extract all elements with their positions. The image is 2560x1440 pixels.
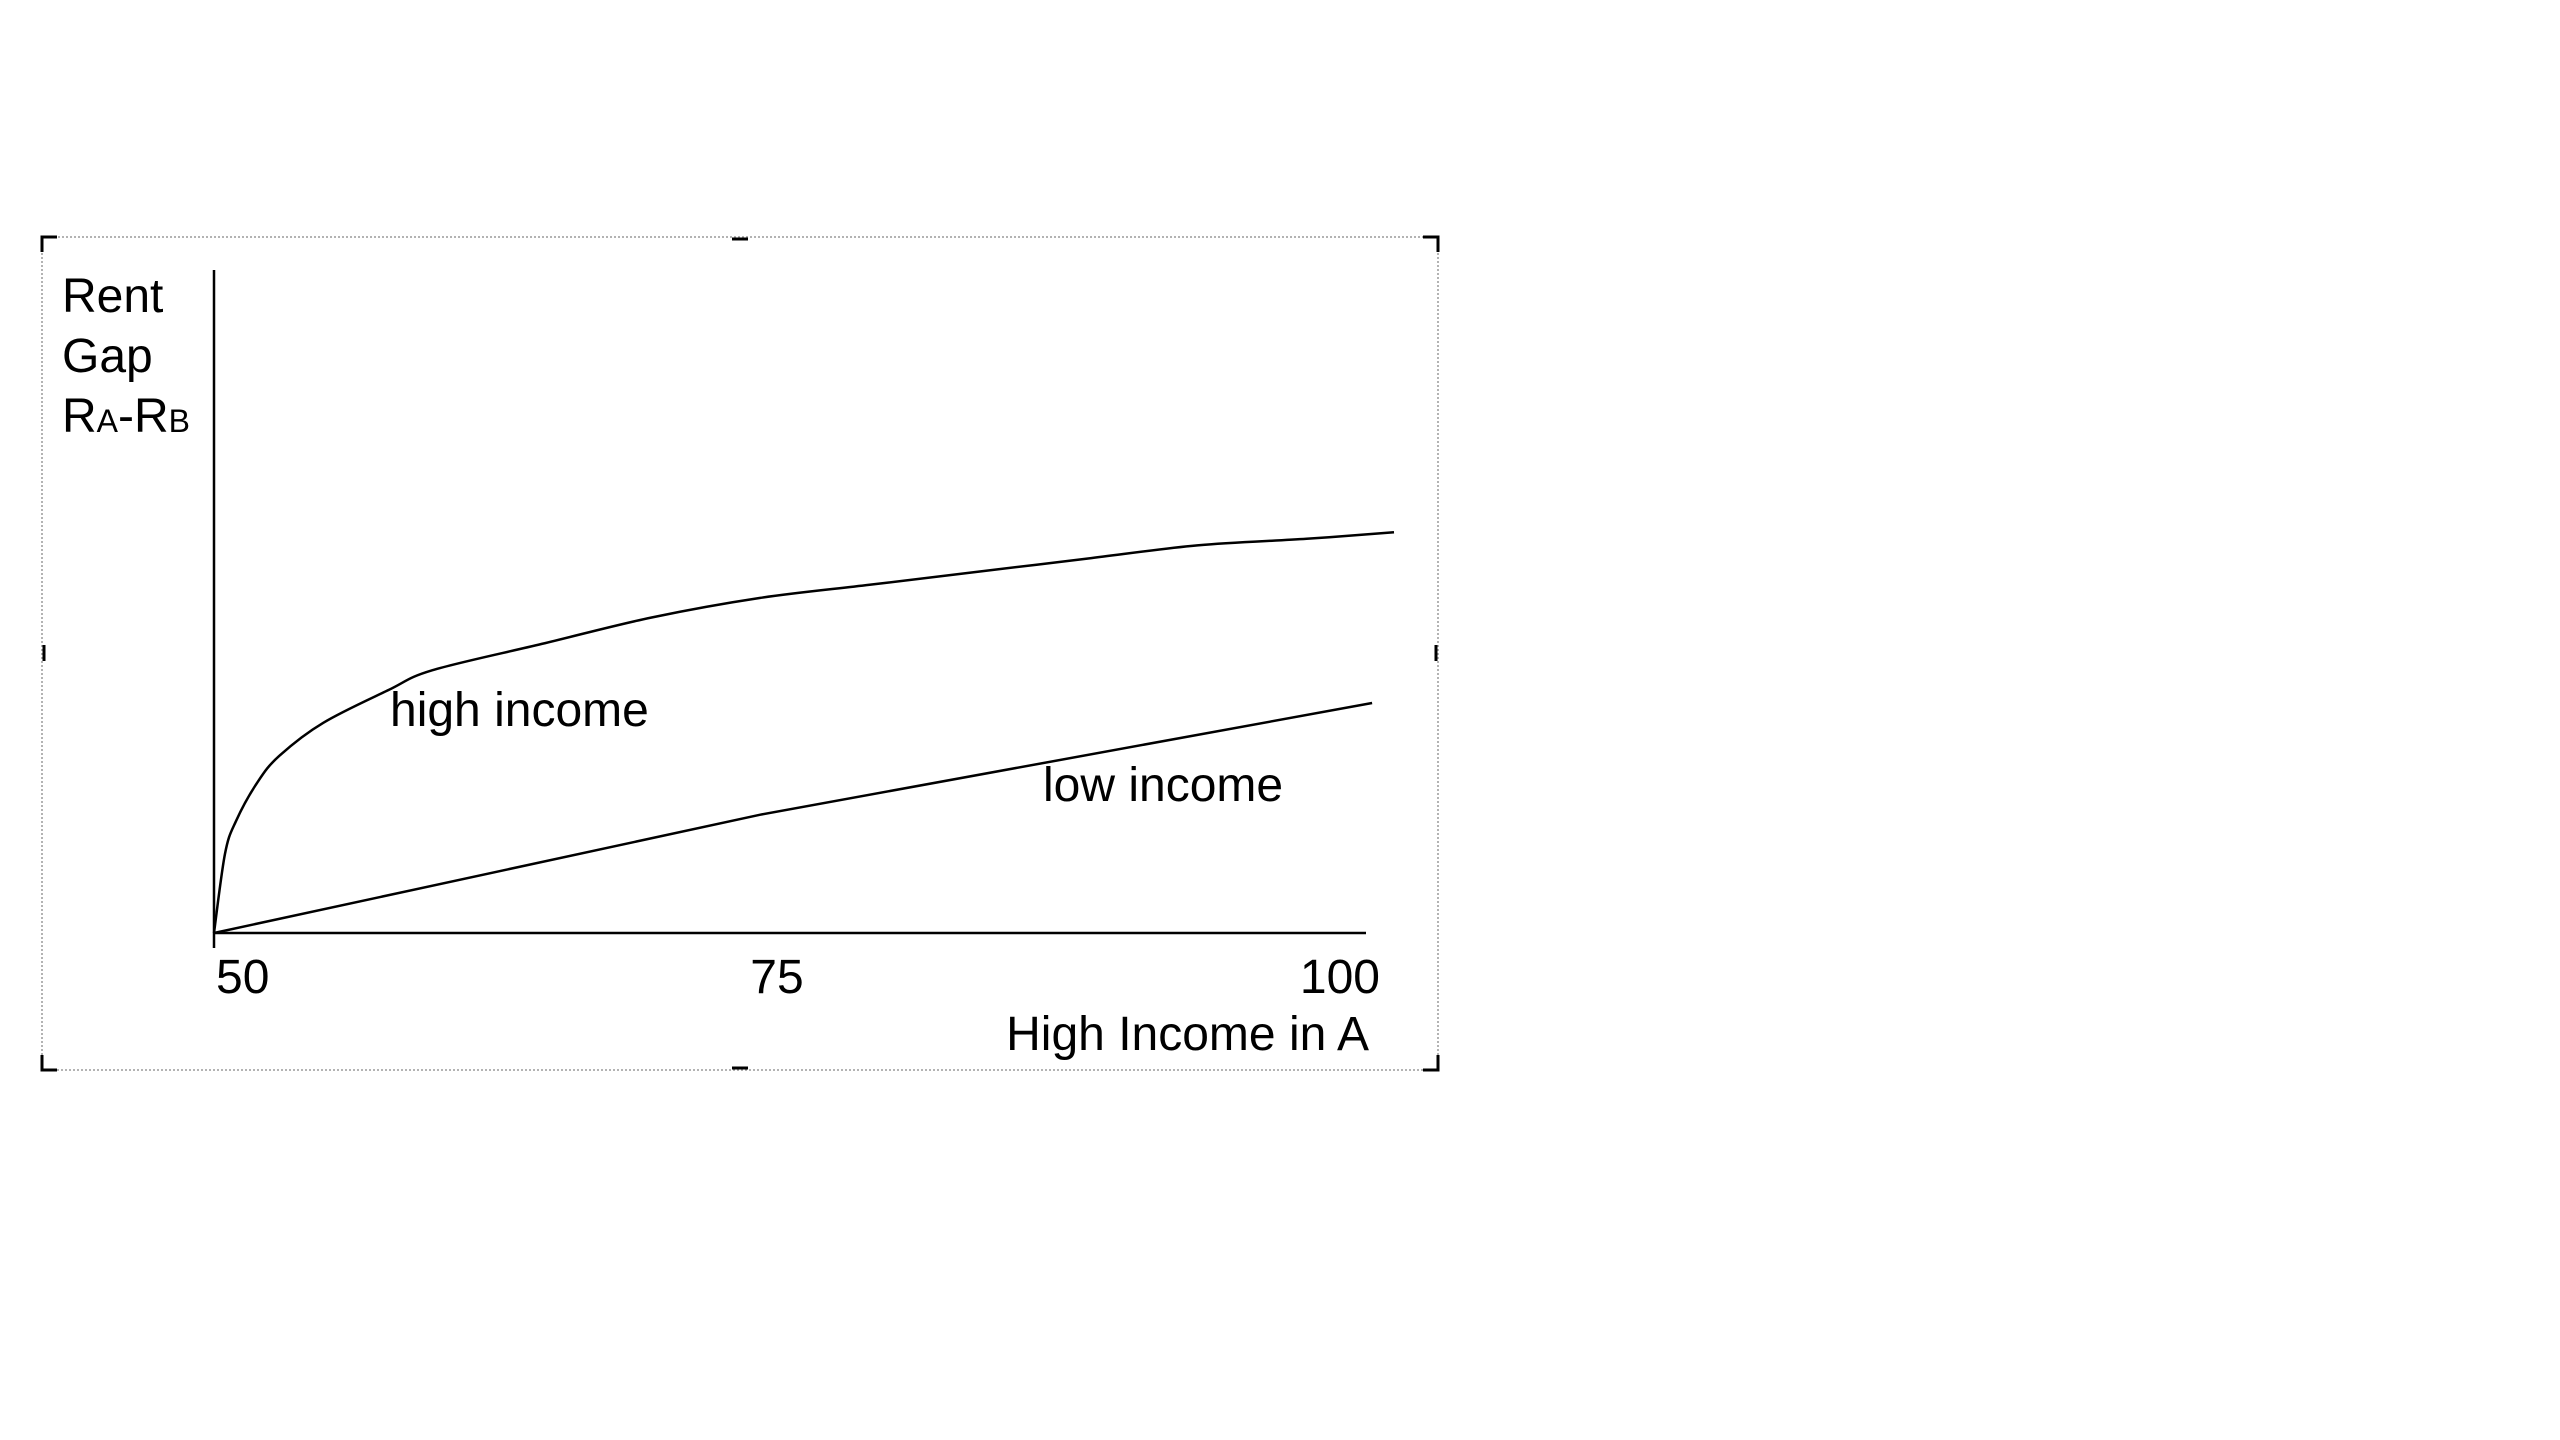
x-tick-label-75: 75 [750, 951, 803, 1004]
x-axis-title: High Income in A [1006, 1008, 1369, 1061]
handle-bottom-left[interactable] [40, 1055, 57, 1072]
series-label-high-income: high income [390, 684, 649, 737]
x-tick-label-100: 100 [1300, 951, 1380, 1004]
selection-handles[interactable] [40, 235, 1440, 1072]
handle-bottom-right[interactable] [1423, 1055, 1440, 1072]
handle-top-left[interactable] [40, 235, 57, 252]
handle-top-right[interactable] [1423, 235, 1440, 252]
series-label-low-income: low income [1043, 759, 1283, 812]
y-axis-title-dash: - [118, 390, 134, 443]
y-axis-title-r1: R [62, 390, 97, 443]
series-line-high-income [212, 530, 1395, 934]
y-axis-title-line-1: Rent [62, 270, 163, 323]
selection-frame[interactable] [41, 236, 1439, 1071]
x-tick-label-50: 50 [216, 951, 269, 1004]
y-axis-title-line-2: Gap [62, 330, 153, 383]
y-axis-title-line-3: RA-RB [62, 390, 190, 443]
y-axis-title-r2: R [134, 390, 169, 443]
y-axis-title-sub-b: B [169, 403, 190, 439]
series-line-low-income [213, 701, 1373, 935]
y-axis-title-sub-a: A [97, 403, 119, 439]
